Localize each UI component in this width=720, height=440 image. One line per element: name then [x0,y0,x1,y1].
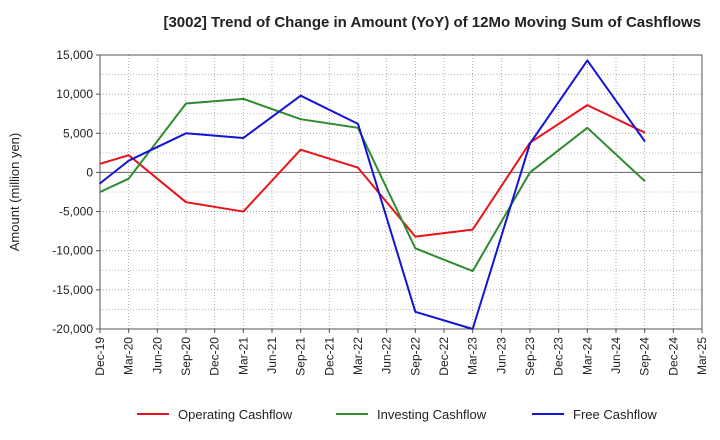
y-tick-label: -15,000 [52,283,93,297]
x-tick-label: Dec-23 [552,337,566,376]
x-tick-label: Jun-20 [150,337,164,374]
x-tick-label: Dec-19 [93,337,107,376]
investing-cashflow-point [643,180,646,182]
investing-cashflow-point [414,247,417,250]
legend: Operating Cashflow Investing Cashflow Free… [137,407,657,422]
investing-cashflow-point [99,191,101,193]
x-tick-label: Sep-21 [294,337,308,376]
x-tick-label: Mar-23 [466,337,480,375]
x-axis-ticks: Dec-19 Mar-20 Jun-20 Sep-20 Dec-20 Mar-21 Jun-… [93,329,709,376]
y-tick-label: -10,000 [52,244,93,258]
x-tick-label: Mar-20 [122,337,136,375]
investing-cashflow-point [471,270,474,272]
series-layer [99,59,646,330]
investing-cashflow-point [185,102,187,105]
x-tick-label: Mar-24 [580,337,594,375]
x-tick-label: Dec-24 [666,337,680,376]
investing-cashflow-legend-label: Investing Cashflow [377,407,487,422]
operating-cashflow-point [471,228,474,231]
free-cashflow-point [357,123,359,125]
y-tick-label: -5,000 [59,205,93,219]
x-tick-label: Mar-21 [236,337,250,375]
free-cashflow-line [99,59,646,330]
free-cashflow-point [299,94,302,97]
operating-cashflow-point [299,148,302,151]
free-cashflow-point [185,132,187,135]
operating-cashflow-legend-label: Operating Cashflow [178,407,293,422]
x-tick-label: Dec-21 [322,337,336,376]
operating-cashflow-point [242,210,245,213]
y-axis-label: Amount (million yen) [7,133,22,252]
y-tick-label: 15,000 [56,48,93,62]
x-tick-label: Sep-22 [408,337,422,376]
x-tick-label: Sep-23 [523,337,537,376]
free-cashflow-point [99,182,101,185]
free-cashflow-point [586,59,589,62]
x-tick-label: Mar-22 [351,337,365,375]
free-cashflow-point [643,140,646,142]
x-tick-label: Jun-22 [380,337,394,374]
x-tick-label: Dec-22 [437,337,451,376]
x-tick-label: Dec-20 [208,337,222,376]
x-tick-label: Jun-21 [265,337,279,374]
free-cashflow-point [529,142,531,145]
operating-cashflow-point [414,235,417,238]
x-tick-label: Jun-24 [609,337,623,374]
investing-cashflow-point [299,118,302,120]
x-tick-label: Sep-20 [179,337,193,376]
operating-cashflow-point [185,201,187,203]
x-tick-label: Mar-25 [695,337,709,375]
y-tick-label: 10,000 [56,87,93,101]
y-tick-label: 0 [86,165,93,179]
investing-cashflow-point [127,177,130,180]
operating-cashflow-point [586,104,589,106]
x-tick-label: Jun-23 [494,337,508,374]
chart-title: [3002] Trend of Change in Amount (YoY) o… [163,14,701,31]
investing-cashflow-point [529,171,531,174]
y-tick-label: -20,000 [52,322,93,336]
free-cashflow-point [414,310,417,313]
x-tick-label: Sep-24 [638,337,652,376]
investing-cashflow-point [586,127,589,129]
operating-cashflow-point [99,163,101,165]
free-cashflow-legend-label: Free Cashflow [573,407,657,422]
investing-cashflow-point [242,98,245,100]
operating-cashflow-point [357,166,359,169]
free-cashflow-point [127,159,130,162]
y-axis-ticks: 15,000 10,000 5,000 0 -5,000 -10,000 -15,000 -2… [52,48,100,336]
operating-cashflow-point [127,154,130,157]
y-tick-label: 5,000 [63,126,93,140]
operating-cashflow-point [643,131,646,134]
free-cashflow-point [242,137,245,139]
